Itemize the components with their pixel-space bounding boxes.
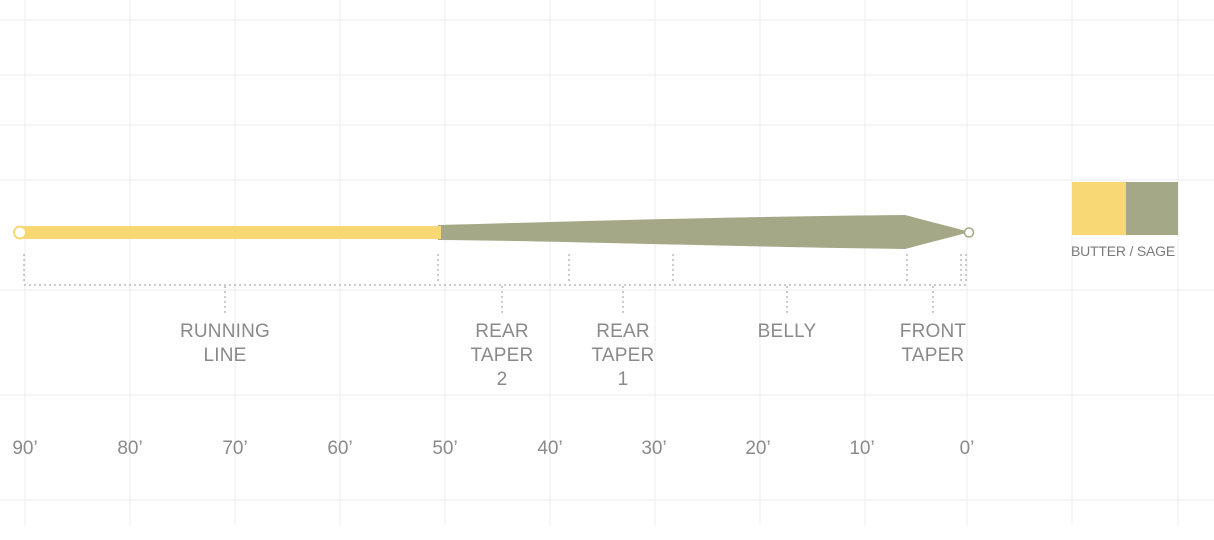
color-key-caption: BUTTER / SAGE bbox=[1071, 243, 1175, 259]
segment-label-line: TAPER bbox=[592, 345, 655, 366]
length-ruler: 90’ 80’ 70’ 60’ 50’ 40’ 30’ 20’ 10’ 0’ bbox=[12, 438, 974, 459]
segment-guides bbox=[23, 254, 967, 315]
ruler-label: 80’ bbox=[117, 438, 142, 459]
swatch-butter bbox=[1072, 182, 1126, 235]
color-key: BUTTER / SAGE bbox=[1071, 182, 1178, 259]
ruler-label: 20’ bbox=[745, 438, 770, 459]
ruler-label: 30’ bbox=[641, 438, 666, 459]
segment-label-line: TAPER bbox=[471, 345, 534, 366]
front-tip-loop bbox=[963, 227, 975, 238]
segment-label-line: FRONT bbox=[900, 321, 967, 342]
ruler-label: 50’ bbox=[432, 438, 457, 459]
segment-label-line: RUNNING bbox=[180, 321, 270, 342]
segment-label-line: REAR bbox=[475, 321, 529, 342]
ruler-label: 0’ bbox=[960, 438, 975, 459]
running-line-rear-loop bbox=[13, 225, 27, 240]
background-grid bbox=[0, 0, 1214, 525]
segment-label-belly: BELLY bbox=[758, 321, 817, 342]
swatch-sage bbox=[1126, 182, 1178, 235]
segment-label-front-taper: FRONT TAPER bbox=[900, 321, 967, 366]
ruler-label: 60’ bbox=[327, 438, 352, 459]
segment-label-line: TAPER bbox=[902, 345, 965, 366]
ruler-label: 40’ bbox=[537, 438, 562, 459]
fly-line-profile bbox=[13, 215, 975, 249]
ruler-label: 10’ bbox=[849, 438, 874, 459]
segment-label-line: 1 bbox=[618, 369, 629, 390]
running-line-butter bbox=[20, 226, 441, 239]
segment-label-running-line: RUNNING LINE bbox=[180, 321, 270, 366]
ruler-label: 70’ bbox=[222, 438, 247, 459]
ruler-label: 90’ bbox=[12, 438, 37, 459]
segment-label-line: LINE bbox=[203, 345, 246, 366]
segment-label-line: 2 bbox=[497, 369, 508, 390]
line-head-sage bbox=[438, 215, 970, 249]
segment-label-rear-taper-1: REAR TAPER 1 bbox=[592, 321, 655, 390]
segment-label-rear-taper-2: REAR TAPER 2 bbox=[471, 321, 534, 390]
segment-label-line: BELLY bbox=[758, 321, 817, 342]
segment-label-line: REAR bbox=[596, 321, 650, 342]
segment-labels: RUNNING LINE REAR TAPER 2 REAR TAPER 1 BELLY FRON… bbox=[180, 321, 966, 390]
